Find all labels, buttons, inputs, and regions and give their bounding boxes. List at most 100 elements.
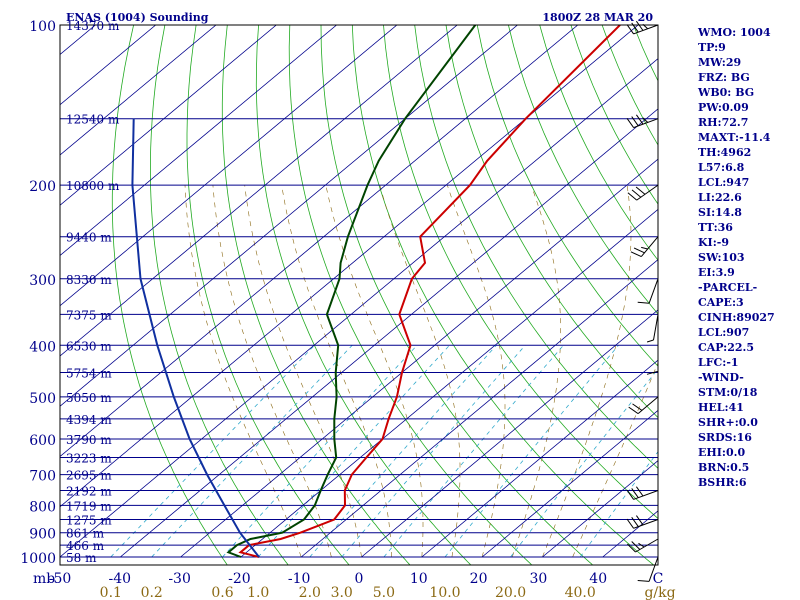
isotherm [60,25,458,357]
index-line: CAP:22.5 [698,341,755,354]
temperature-tick: 0 [355,571,364,587]
moist-adiabat [379,185,461,558]
pressure-label: 900 [29,527,56,543]
temperature-tick: -10 [288,571,311,587]
height-label: 6530 m [66,339,112,353]
height-label: 861 m [66,527,105,541]
isotherm [60,25,337,257]
isotherm [120,108,658,558]
dry-adiabat [476,25,658,367]
mixing-ratio-label: 1.0 [247,585,269,600]
chart-time: 1800Z 28 MAR 20 [542,11,653,24]
height-label: 1275 m [66,514,112,528]
index-line: TP:9 [698,41,726,54]
pressure-label: 100 [29,19,56,35]
dry-adiabat [186,25,350,565]
mixing-ratio-label: 0.1 [100,585,122,600]
temperature-tick: 10 [410,571,428,587]
index-line: HEL:41 [698,401,744,414]
wind-barb [637,556,659,582]
dry-adiabat [288,25,533,565]
height-label: 2192 m [66,485,112,499]
height-label: 8330 m [66,273,112,287]
index-line: CINH:89027 [698,311,775,324]
height-label: 7375 m [66,308,112,322]
index-line: RH:72.7 [698,116,749,129]
dry-adiabat [221,25,411,565]
index-line: MW:29 [698,56,742,69]
wind-barb [626,515,659,529]
isotherm [60,25,579,458]
index-line: BSHR:6 [698,476,747,489]
index-line: SRDS:16 [698,431,752,444]
wind-barb [626,114,659,129]
mixing-ratio-label: g/kg [644,585,675,600]
height-label: 12540 m [66,113,120,127]
pressure-label: 800 [29,499,56,515]
mixing-ratio-line [444,345,619,558]
isotherm [542,460,658,558]
wind-barb [626,20,659,35]
moist-adiabat [325,185,424,558]
height-label: 4394 m [66,413,112,427]
index-line: SHR+:0.0 [698,416,758,429]
wind-barb [627,184,659,201]
isotherm [361,309,658,558]
mixing-ratio-label: 2.0 [299,585,321,600]
index-line: SW:103 [698,251,745,264]
moist-adiabat [512,185,561,558]
index-line: LCL:947 [698,176,750,189]
isotherm [481,409,658,558]
index-line: PW:0.09 [698,101,749,114]
dry-adiabat [150,25,289,565]
dry-adiabat [320,25,594,565]
dry-adiabat [445,25,658,419]
height-label: 10800 m [66,179,120,193]
index-line: WMO: 1004 [698,26,771,39]
mixing-ratio-line [257,345,450,558]
wind-barb [628,396,659,415]
index-line: SI:14.8 [698,206,742,219]
mixing-ratio-label: 10.0 [429,585,460,600]
dry-adiabat [351,25,655,565]
mixing-ratio-line [110,345,315,558]
temperature-tick: 30 [529,571,547,587]
pressure-label: 300 [29,273,56,289]
height-label: 1719 m [66,499,112,513]
index-line: KI:-9 [698,236,729,249]
index-line: WB0: BG [698,86,755,99]
temperature-tick: -30 [168,571,191,587]
mixing-ratio-label: 0.6 [211,585,233,600]
chart-title: ENAS (1004) Sounding [66,11,209,24]
isotherm [60,25,217,156]
height-label: 2695 m [66,469,112,483]
temperature-tick: C [653,571,664,587]
temperature-tick: -50 [49,571,72,587]
wind-barb [630,236,659,258]
isotherm [60,25,277,206]
isotherm [421,359,658,558]
index-line: EHI:0.0 [698,446,746,459]
height-label: 5050 m [66,391,112,405]
isotherm [60,58,658,558]
index-line: CAPE:3 [698,296,744,309]
mixing-ratio-line [309,345,497,558]
index-line: -PARCEL- [698,281,758,294]
plot-frame [59,24,659,566]
height-label: 3223 m [66,452,112,466]
height-label: 466 m [66,539,105,553]
index-line: LI:22.6 [698,191,742,204]
moist-adiabat [542,185,632,558]
index-line: FRZ: BG [698,71,750,84]
pressure-label: 500 [29,391,56,407]
index-line: L57:6.8 [698,161,745,174]
mixing-ratio-label: 3.0 [331,585,353,600]
pressure-label: 600 [29,433,56,449]
isotherm [240,208,658,558]
dry-adiabat [255,25,472,565]
wind-barb [626,486,659,500]
height-label: 14370 m [66,19,120,33]
pressure-label: 400 [29,339,56,355]
wind-barb [637,278,659,304]
